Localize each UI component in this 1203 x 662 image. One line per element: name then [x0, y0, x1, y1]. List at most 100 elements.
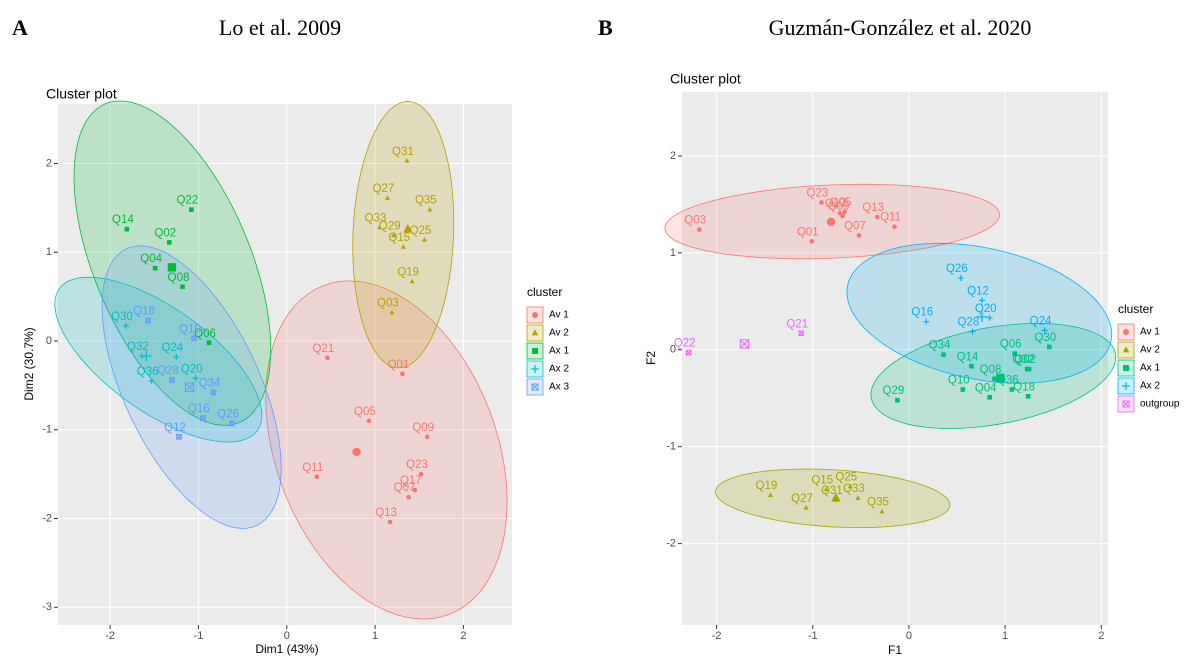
point [1025, 393, 1031, 399]
point-label: Q09 [828, 201, 850, 213]
point [123, 322, 130, 329]
point-label: Q20 [181, 363, 203, 375]
point [892, 224, 897, 230]
y-tick-label: -1 [42, 424, 52, 436]
point [847, 483, 853, 489]
point [840, 213, 845, 219]
cluster-ellipse [846, 242, 1113, 384]
point [189, 207, 194, 212]
point-label: Q14 [112, 214, 134, 226]
point-label: Q13 [375, 507, 397, 519]
legend-symbol [531, 383, 539, 391]
point-label: Q35 [415, 195, 437, 207]
cluster-ellipse [265, 280, 508, 620]
point-label: Q17 [825, 198, 847, 210]
point-label: Q09 [412, 422, 434, 434]
cluster-ellipse [101, 245, 282, 529]
point-label: Q28 [157, 365, 179, 377]
chart-title: Cluster plot [46, 86, 117, 102]
point [923, 318, 930, 325]
point-label: Q01 [388, 359, 410, 371]
point [404, 158, 410, 163]
cluster-ellipse [54, 276, 263, 443]
legend-symbol [1123, 365, 1129, 371]
legend-title: cluster [527, 285, 562, 299]
point-label: Q19 [397, 267, 419, 279]
point-label: Q10 [179, 323, 201, 335]
point [366, 418, 372, 424]
legend-symbol [1122, 400, 1130, 408]
x-tick-label: 0 [284, 630, 290, 642]
panel-label: A [12, 15, 28, 40]
legend-label: Ax 1 [549, 346, 569, 357]
point-label: Q24 [161, 342, 183, 354]
point-label: Q36 [137, 366, 159, 378]
y-tick-label: 1 [46, 246, 52, 258]
y-tick-label: -2 [42, 512, 52, 524]
point [148, 377, 155, 384]
point-label: Q33 [365, 212, 387, 224]
point [200, 415, 206, 421]
point [1041, 327, 1048, 334]
point [960, 387, 966, 392]
cluster-center [403, 224, 413, 233]
point [152, 265, 158, 271]
legend-title: cluster [1118, 302, 1153, 316]
point [387, 519, 393, 525]
cluster-center [826, 217, 836, 227]
y-tick-label: 2 [46, 157, 52, 169]
x-tick-label: 2 [460, 630, 466, 642]
point [856, 233, 862, 238]
point-label: Q34 [929, 340, 951, 352]
point-label: Q18 [1013, 381, 1035, 393]
point-label: Q33 [843, 483, 865, 495]
point-label: Q18 [133, 306, 155, 318]
point-label: Q10 [948, 375, 970, 387]
legend-label: Av 1 [549, 310, 569, 321]
point-label: Q32 [127, 341, 149, 353]
point-label: Q05 [354, 406, 376, 418]
point [1012, 351, 1018, 356]
legend-symbol [532, 348, 538, 354]
legend-label: outgroup [1140, 399, 1180, 410]
y-tick-label: 0 [46, 335, 52, 347]
point-label: Q06 [1000, 339, 1022, 351]
cluster-center [140, 350, 152, 362]
point-label: Q19 [756, 480, 778, 492]
chart-title: Cluster plot [670, 71, 741, 87]
point [180, 284, 185, 290]
point [879, 508, 885, 514]
y-tick-label: -1 [666, 441, 676, 453]
point-label: Q05 [830, 197, 852, 209]
point [969, 363, 974, 369]
cluster-center [352, 447, 361, 457]
point-label: Q26 [946, 263, 968, 275]
point-label: Q02 [1014, 354, 1036, 366]
point-label: Q22 [176, 195, 198, 207]
point-label: Q12 [164, 422, 186, 434]
point-label: Q04 [975, 382, 997, 394]
point [124, 226, 130, 232]
point [987, 394, 993, 400]
point [798, 330, 805, 337]
point-label: Q21 [786, 318, 808, 330]
point [1047, 344, 1052, 350]
point [145, 317, 151, 324]
point-label: Q35 [867, 497, 889, 509]
point [391, 232, 397, 238]
legend-symbol [1122, 346, 1130, 353]
point [206, 340, 212, 346]
point [384, 195, 390, 200]
point [941, 352, 946, 357]
y-tick-label: 2 [670, 150, 676, 162]
panel-heading: Lo et al. 2009 [219, 15, 341, 40]
point-label: Q16 [188, 403, 210, 415]
point-label: Q13 [862, 202, 884, 214]
plot-background [58, 104, 512, 625]
legend-label: Ax 3 [549, 382, 569, 393]
point [819, 200, 824, 205]
cluster-ellipse [352, 101, 455, 369]
point [957, 275, 964, 282]
cluster-center [996, 373, 1005, 383]
x-tick-label: -1 [194, 630, 204, 642]
